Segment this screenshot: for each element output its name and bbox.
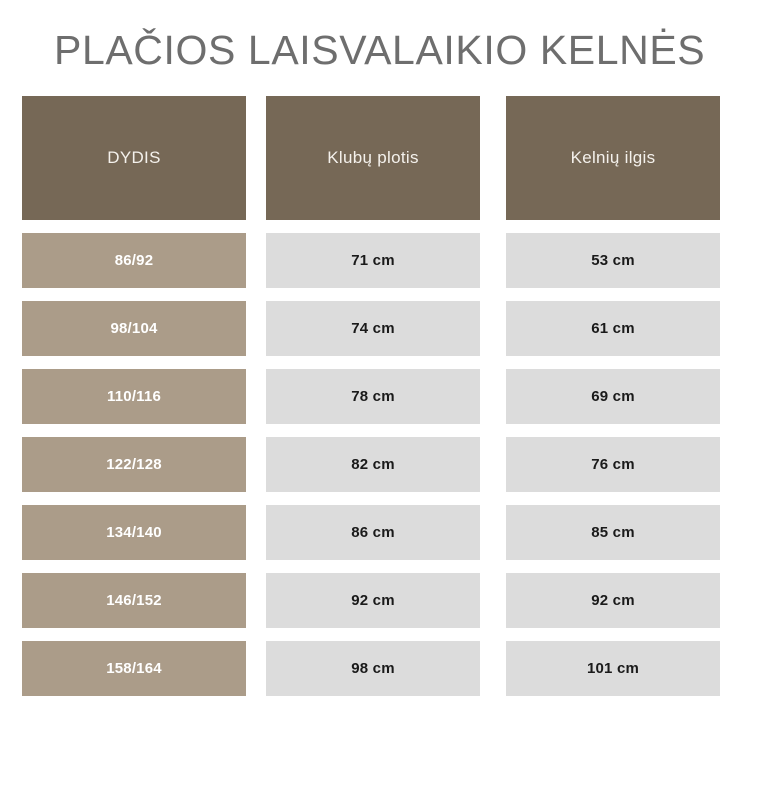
table-row: 146/152 92 cm 92 cm	[22, 573, 720, 628]
table-row: 122/128 82 cm 76 cm	[22, 437, 720, 492]
table-row: 134/140 86 cm 85 cm	[22, 505, 720, 560]
size-table: DYDIS Klubų plotis Kelnių ilgis 86/92 71…	[22, 96, 720, 696]
cell-size: 158/164	[22, 641, 246, 696]
cell-trouser-length: 101 cm	[506, 641, 720, 696]
cell-trouser-length: 69 cm	[506, 369, 720, 424]
column-header-size: DYDIS	[22, 96, 246, 220]
column-header-hips-width: Klubų plotis	[266, 96, 480, 220]
cell-hips-width: 92 cm	[266, 573, 480, 628]
cell-trouser-length: 61 cm	[506, 301, 720, 356]
page-title: PLAČIOS LAISVALAIKIO KELNĖS	[54, 27, 706, 73]
table-row: 110/116 78 cm 69 cm	[22, 369, 720, 424]
cell-hips-width: 74 cm	[266, 301, 480, 356]
cell-hips-width: 86 cm	[266, 505, 480, 560]
cell-size: 110/116	[22, 369, 246, 424]
cell-size: 134/140	[22, 505, 246, 560]
cell-hips-width: 78 cm	[266, 369, 480, 424]
cell-trouser-length: 85 cm	[506, 505, 720, 560]
cell-trouser-length: 53 cm	[506, 233, 720, 288]
cell-size: 86/92	[22, 233, 246, 288]
table-row: 158/164 98 cm 101 cm	[22, 641, 720, 696]
cell-trouser-length: 92 cm	[506, 573, 720, 628]
cell-hips-width: 98 cm	[266, 641, 480, 696]
cell-size: 98/104	[22, 301, 246, 356]
cell-hips-width: 71 cm	[266, 233, 480, 288]
column-header-trouser-length: Kelnių ilgis	[506, 96, 720, 220]
cell-hips-width: 82 cm	[266, 437, 480, 492]
table-row: 98/104 74 cm 61 cm	[22, 301, 720, 356]
table-row: 86/92 71 cm 53 cm	[22, 233, 720, 288]
table-header-row: DYDIS Klubų plotis Kelnių ilgis	[22, 96, 720, 220]
cell-size: 146/152	[22, 573, 246, 628]
cell-size: 122/128	[22, 437, 246, 492]
cell-trouser-length: 76 cm	[506, 437, 720, 492]
